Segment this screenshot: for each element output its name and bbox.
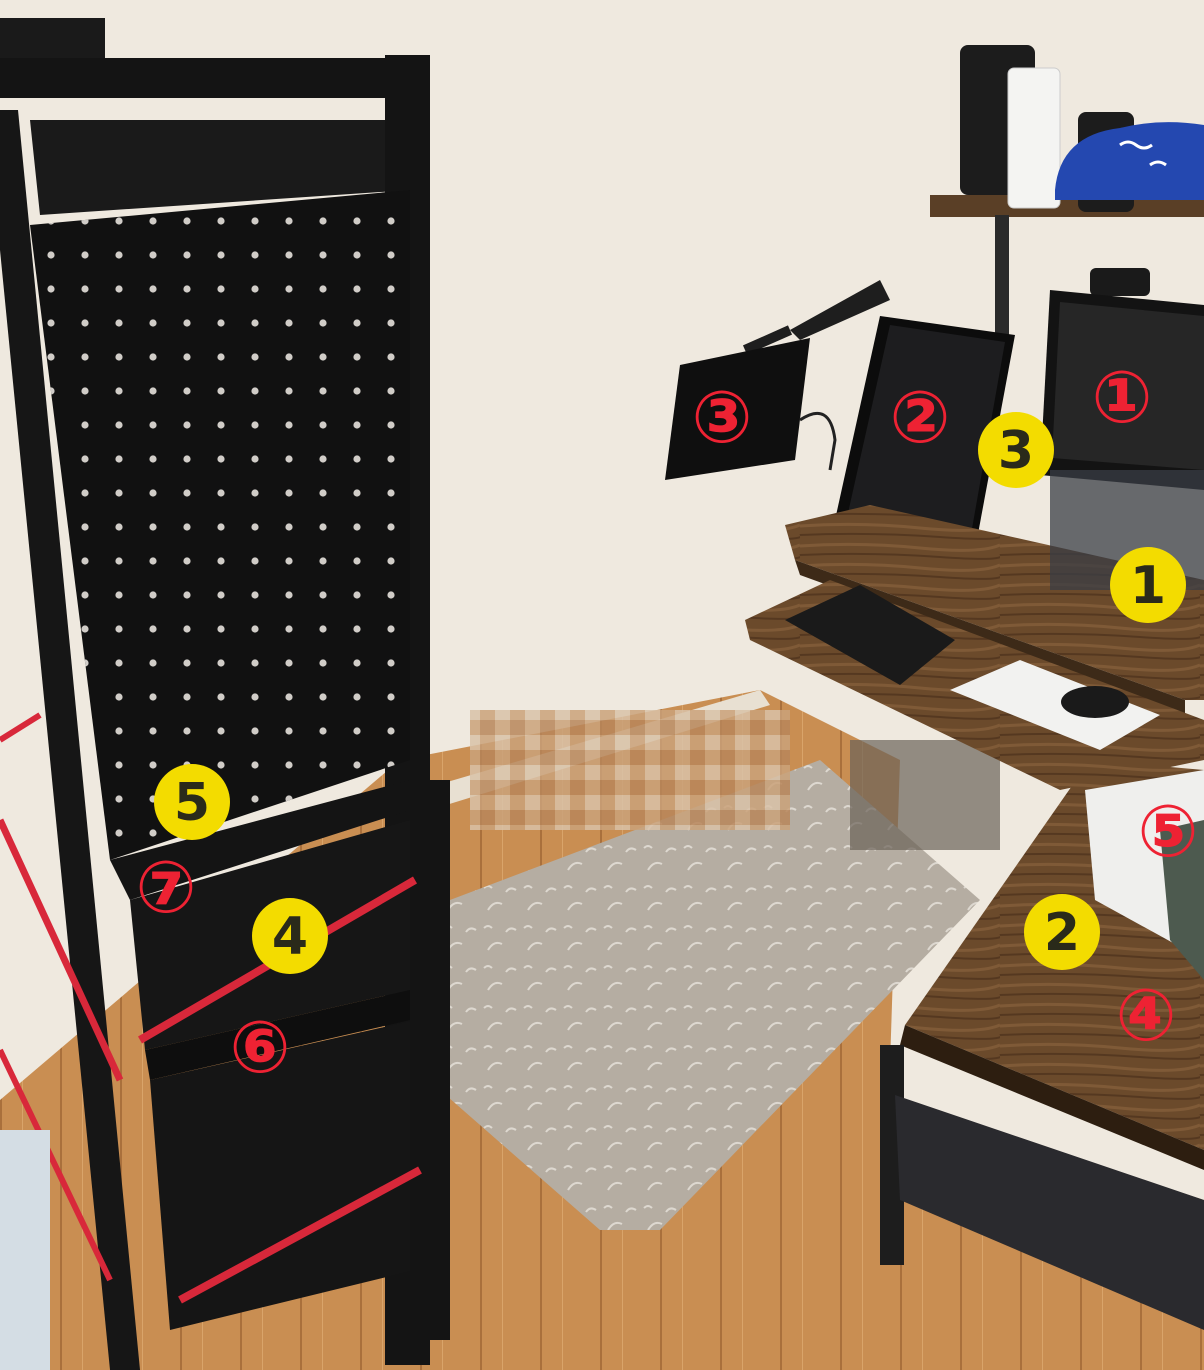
keyboard [785, 585, 955, 685]
yellow-badge-side-desk: 2 [1024, 894, 1100, 970]
yellow-badge-rack-strap: 4 [252, 898, 328, 974]
white-cabinet [0, 1130, 50, 1370]
monitor-screen [1052, 302, 1204, 470]
cloth-pattern [1119, 140, 1167, 167]
rack-strap-lower [178, 1166, 422, 1304]
yellow-badge-circle [252, 898, 328, 974]
monitor-arm [790, 280, 890, 340]
red-label-side-desk-mousepad: ⑤ [1138, 789, 1199, 873]
shelf-bracket [995, 215, 1009, 335]
yellow-badge-number: 5 [174, 773, 210, 833]
yellow-badge-desk-tray: 1 [1110, 547, 1186, 623]
yellow-badge-circle [154, 764, 230, 840]
mouse [1061, 686, 1129, 718]
yellow-badge-number: 1 [1130, 556, 1166, 616]
rack-strap-left-2 [0, 1048, 113, 1282]
yellow-badge-circle [1110, 547, 1186, 623]
red-label-rack-shelf: ⑦ [136, 845, 197, 929]
yellow-badge-circle [1024, 894, 1100, 970]
red-label-side-desk-cable: ④ [1116, 973, 1177, 1057]
webcam [1090, 268, 1150, 296]
notebook [1160, 820, 1204, 980]
red-label-tablet-stand: ② [890, 375, 951, 459]
yellow-badge-number: 4 [272, 907, 308, 967]
pixelated-area-2 [850, 740, 1000, 850]
standing-tablet-screen [848, 325, 1005, 540]
side-desk-edge [900, 1025, 1204, 1170]
yellow-badge-number: 3 [998, 421, 1034, 481]
mouse-pad-white [950, 660, 1160, 750]
rack [0, 18, 450, 1370]
yellow-badge-circle [978, 412, 1054, 488]
main-desk-edge [795, 560, 1185, 715]
yellow-badges: 1 2 3 4 5 [154, 412, 1186, 974]
rack-strap-left [0, 818, 124, 1082]
pixelated-area [470, 710, 790, 830]
tablet-cable [799, 411, 837, 471]
chair-seat [895, 1095, 1204, 1330]
monitor-arm-joint [742, 325, 793, 355]
wall-shelf [930, 195, 1204, 217]
arm-tablet [665, 338, 810, 480]
red-badges: ① ② ③ ④ ⑤ ⑥⑦ [136, 355, 1199, 1089]
blue-cloth [1055, 122, 1204, 200]
main-desk-top [785, 505, 1204, 700]
red-label-rack-strap: ⑥ [230, 1005, 291, 1089]
red-label-arm-tablet: ③ [692, 375, 753, 459]
yellow-badge-number: 2 [1044, 903, 1080, 963]
router [1007, 67, 1061, 209]
floor-mat [440, 760, 980, 1230]
yellow-badge-rack-panel: 5 [154, 764, 230, 840]
red-label-monitor: ① [1092, 355, 1153, 439]
yellow-badge-monitor-base: 3 [978, 412, 1054, 488]
